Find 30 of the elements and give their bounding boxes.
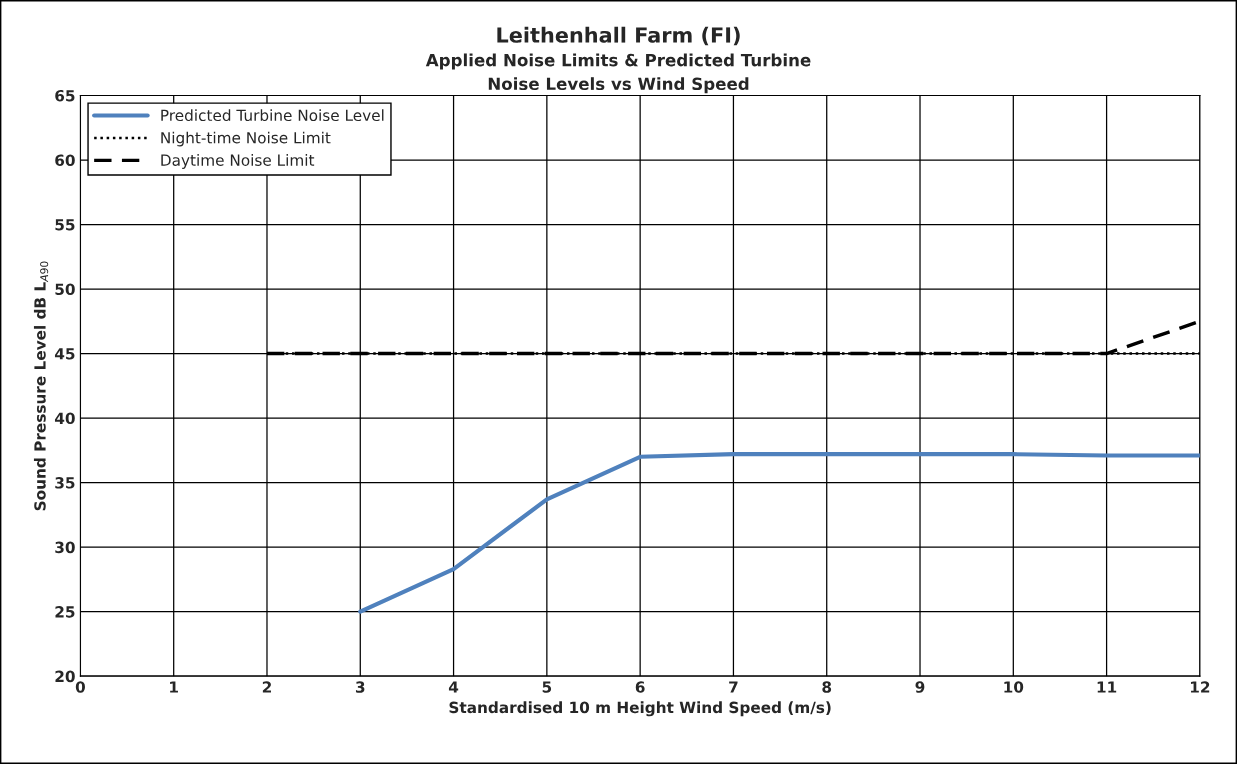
legend-label: Night-time Noise Limit [161, 131, 331, 147]
x-tick-label: 11 [1097, 681, 1117, 693]
y-tick-label: 35 [55, 477, 75, 489]
x-tick-label: 0 [75, 681, 85, 693]
x-tick-label: 1 [170, 681, 178, 693]
x-tick-label: 2 [262, 681, 271, 693]
x-axis-title: Standardised 10 m Height Wind Speed (m/s) [449, 701, 831, 717]
legend-label: Daytime Noise Limit [161, 154, 315, 169]
y-tick-label: 45 [54, 348, 75, 360]
x-tick-label: 10 [1004, 681, 1024, 693]
y-tick-label: 25 [55, 606, 75, 618]
x-tick-label: 4 [448, 681, 459, 693]
y-tick-label: 40 [54, 412, 75, 425]
y-tick-label: 50 [55, 283, 75, 296]
y-axis-title: Sound Pressure Level dB L$_{A90}$ [33, 261, 49, 511]
x-tick-label: 8 [822, 681, 832, 693]
x-tick-label: 7 [729, 681, 738, 693]
y-tick-label: 20 [55, 670, 75, 683]
y-tick-label: 55 [55, 219, 75, 231]
chart-subtitle: Applied Noise Limits & Predicted Turbine Noise Levels vs Wind Speed [425, 53, 811, 94]
legend-label: Predicted Turbine Noise Level [161, 109, 384, 122]
chart-title: Leithenhall Farm (FI) [497, 26, 740, 46]
y-tick-label: 30 [55, 541, 75, 554]
x-tick-label: 6 [635, 681, 645, 693]
x-tick-label: 5 [542, 681, 552, 693]
x-tick-label: 3 [355, 681, 365, 693]
x-tick-label: 9 [915, 681, 925, 693]
x-tick-label: 12 [1190, 681, 1210, 693]
y-tick-label: 65 [55, 89, 75, 102]
y-tick-label: 60 [55, 154, 75, 167]
